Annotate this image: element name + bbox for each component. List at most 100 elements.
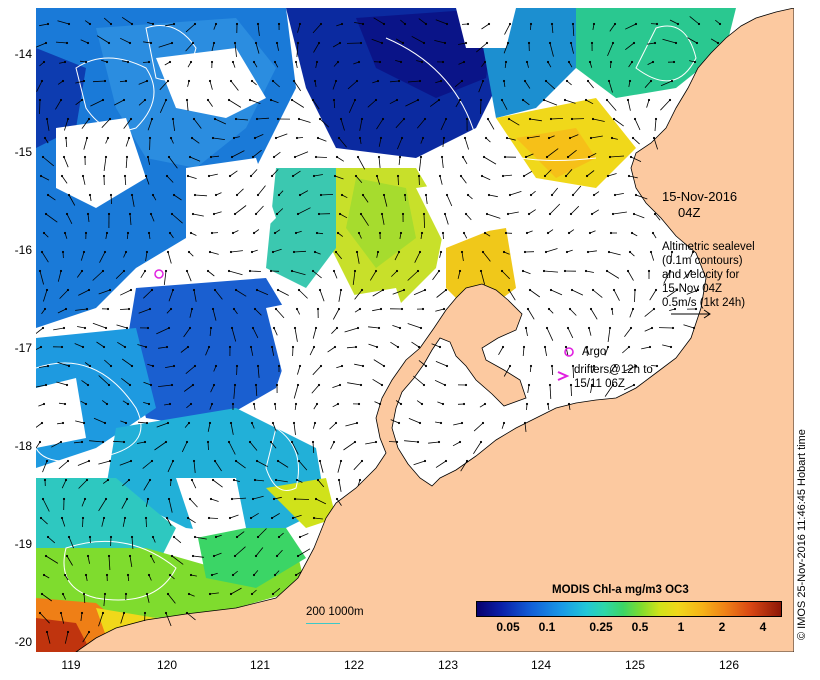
velocity-arrow-origin — [672, 60, 676, 64]
velocity-arrow-origin — [124, 79, 128, 83]
velocity-arrow — [212, 308, 217, 321]
velocity-arrow — [63, 156, 69, 168]
velocity-arrow-origin — [633, 117, 637, 121]
velocity-arrow — [124, 175, 127, 186]
velocity-arrow-origin — [298, 535, 302, 539]
velocity-arrow-origin — [276, 288, 280, 292]
velocity-arrow-origin — [207, 345, 211, 349]
colorbar-tick-label: 4 — [759, 620, 767, 634]
velocity-arrow — [588, 327, 592, 336]
velocity-arrow-origin — [44, 212, 48, 216]
velocity-arrow-origin — [423, 117, 427, 121]
velocity-arrow — [587, 80, 594, 89]
velocity-arrow — [435, 460, 447, 468]
velocity-arrow-origin — [206, 98, 210, 102]
velocity-arrow — [60, 612, 65, 624]
velocity-arrow-origin — [80, 98, 84, 102]
velocity-arrow-origin — [66, 459, 70, 463]
velocity-arrow — [208, 517, 219, 519]
velocity-arrow — [623, 384, 635, 391]
colorbar-title: MODIS Chl-a mg/m3 OC3 — [552, 584, 689, 596]
velocity-arrow-origin — [104, 497, 108, 501]
velocity-arrow-origin — [445, 364, 449, 368]
velocity-arrow — [122, 479, 130, 487]
velocity-arrow-origin — [148, 307, 152, 311]
velocity-arrow-origin — [193, 364, 197, 368]
velocity-arrow-origin — [291, 345, 295, 349]
velocity-arrow-origin — [396, 345, 400, 349]
velocity-arrow — [367, 99, 377, 108]
velocity-arrow-origin — [228, 345, 232, 349]
velocity-arrow — [444, 213, 449, 225]
velocity-arrow — [137, 344, 147, 348]
velocity-arrow-origin — [298, 364, 302, 368]
velocity-arrow — [551, 23, 554, 34]
velocity-arrow-origin — [335, 155, 339, 159]
velocity-arrow-origin — [313, 421, 317, 425]
velocity-arrow — [163, 270, 167, 285]
chlorophyll-map[interactable] — [36, 8, 794, 652]
velocity-arrow-origin — [235, 193, 239, 197]
velocity-arrow — [168, 498, 173, 513]
velocity-arrow-origin — [522, 174, 526, 178]
velocity-arrow-origin — [443, 383, 447, 387]
velocity-arrow — [234, 42, 237, 57]
velocity-arrow — [297, 365, 301, 375]
velocity-arrow-origin — [109, 364, 113, 368]
velocity-arrow — [355, 175, 363, 184]
velocity-arrow-origin — [66, 630, 70, 634]
velocity-arrow-origin — [276, 459, 280, 463]
velocity-arrow — [614, 193, 624, 196]
velocity-arrow — [192, 213, 204, 217]
velocity-arrow-origin — [336, 231, 340, 235]
velocity-arrow — [255, 42, 260, 54]
velocity-arrow-origin — [256, 535, 260, 539]
map-frame[interactable] — [36, 8, 794, 652]
velocity-arrow-origin — [314, 326, 318, 330]
velocity-arrow-origin — [424, 364, 428, 368]
velocity-arrow-origin — [479, 269, 483, 273]
argo-marker[interactable] — [154, 269, 164, 279]
velocity-arrow — [99, 251, 106, 263]
velocity-arrow-origin — [416, 98, 420, 102]
velocity-arrow-origin — [444, 288, 448, 292]
velocity-arrow — [293, 250, 307, 253]
velocity-arrow — [624, 327, 632, 338]
velocity-arrow-origin — [417, 345, 421, 349]
velocity-arrow — [42, 156, 55, 167]
velocity-arrow-origin — [592, 193, 596, 197]
velocity-arrow-origin — [606, 174, 610, 178]
velocity-arrow — [230, 587, 242, 595]
velocity-arrow — [257, 23, 260, 36]
velocity-arrow-origin — [80, 611, 84, 615]
velocity-arrow-origin — [188, 155, 192, 159]
velocity-arrow — [523, 171, 533, 177]
velocity-arrow-origin — [124, 421, 128, 425]
velocity-arrow-origin — [105, 402, 109, 406]
velocity-arrow-origin — [293, 497, 297, 501]
velocity-arrow-origin — [508, 193, 512, 197]
velocity-arrow-origin — [172, 364, 176, 368]
velocity-arrow — [529, 118, 542, 122]
velocity-arrow-origin — [84, 573, 88, 577]
velocity-arrow — [383, 194, 388, 207]
velocity-arrow-origin — [571, 22, 575, 26]
velocity-arrow-origin — [230, 497, 234, 501]
velocity-arrow — [644, 80, 652, 88]
velocity-arrow — [209, 327, 212, 336]
velocity-arrow — [586, 170, 595, 177]
velocity-arrow — [624, 365, 637, 372]
velocity-arrow — [389, 99, 398, 105]
velocity-arrow-origin — [64, 307, 68, 311]
velocity-arrow — [312, 441, 315, 454]
velocity-arrow — [354, 363, 364, 367]
velocity-arrow-origin — [212, 212, 216, 216]
velocity-arrow-origin — [481, 250, 485, 254]
velocity-arrow-origin — [122, 98, 126, 102]
velocity-arrow — [567, 149, 577, 158]
velocity-arrow-origin — [395, 440, 399, 444]
velocity-arrow-origin — [227, 440, 231, 444]
velocity-arrow — [257, 528, 267, 538]
velocity-arrow-origin — [465, 459, 469, 463]
velocity-arrow — [458, 42, 467, 45]
